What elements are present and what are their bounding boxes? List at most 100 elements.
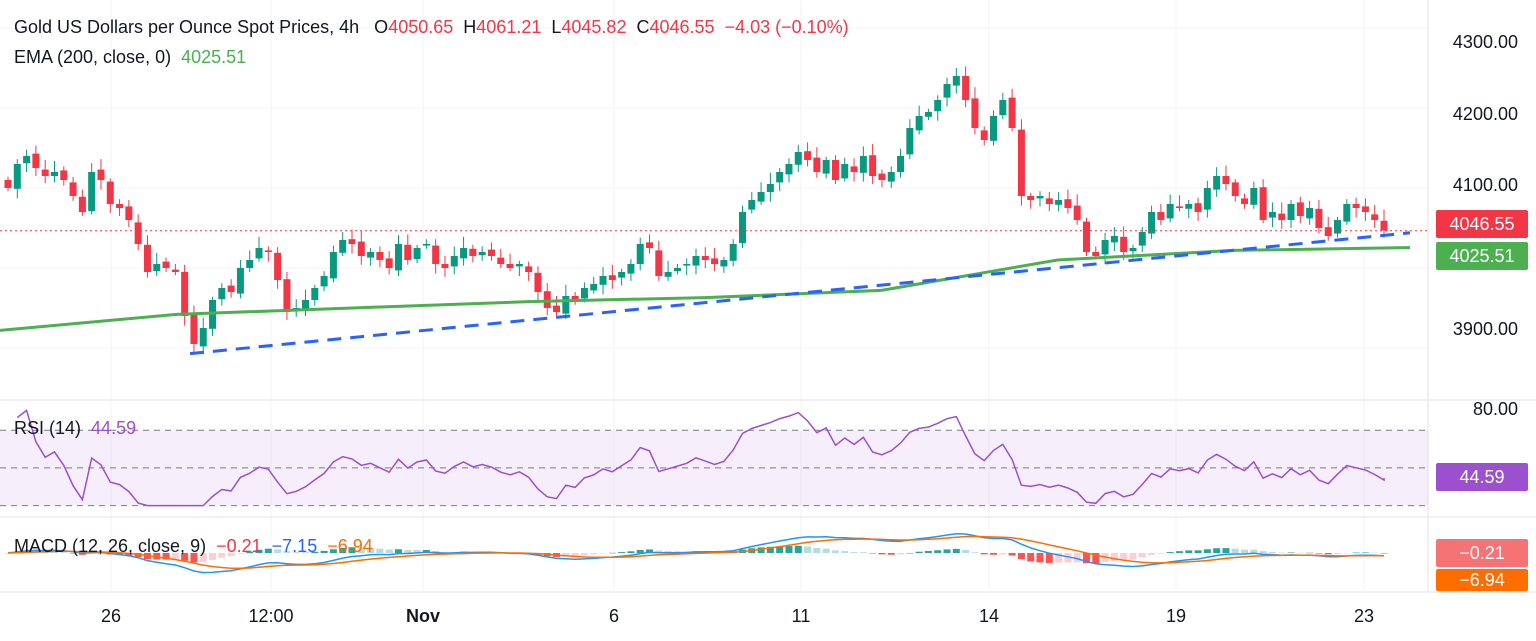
macd-histogram-bar <box>1008 553 1016 556</box>
macd-histogram-bar <box>320 550 328 553</box>
rsi-legend-label: RSI (14) <box>14 418 82 438</box>
candle-body <box>1371 214 1379 220</box>
candle-body <box>469 248 477 256</box>
macd-histogram-bar <box>776 546 784 553</box>
macd-histogram-bar <box>60 552 68 553</box>
macd-histogram-bar <box>1110 553 1118 561</box>
macd-histogram-bar <box>1185 550 1193 553</box>
candle-body <box>1268 212 1276 218</box>
macd-histogram-bar <box>162 553 170 560</box>
macd-histogram-bar <box>580 553 588 556</box>
candle-body <box>571 296 579 300</box>
candle-body <box>897 156 905 172</box>
candle-body <box>422 244 430 246</box>
candle-body <box>1017 129 1025 196</box>
candle-body <box>1101 240 1109 255</box>
candle-body <box>1073 205 1081 220</box>
candle-body <box>553 305 561 312</box>
macd-histogram-bar <box>980 553 988 555</box>
candle-body <box>720 260 728 267</box>
candle-body <box>1092 252 1100 256</box>
macd-histogram-bar <box>255 549 263 553</box>
price-axis-label-4300: 4300.00 <box>1452 32 1518 52</box>
candle-body <box>497 257 505 264</box>
time-label-nov: Nov <box>405 606 441 626</box>
macd-histogram-bar <box>264 548 272 553</box>
rsi-value-tag: 44.59 <box>1436 463 1528 491</box>
candle-body <box>255 248 263 259</box>
macd-histogram-bar <box>599 553 607 554</box>
macd-histogram-bar <box>367 547 375 553</box>
candle-body <box>618 272 626 278</box>
time-label-26: 26 <box>100 606 122 626</box>
macd-histogram-bar <box>990 553 998 555</box>
price-axis-label-4200: 4200.00 <box>1452 104 1518 124</box>
ema-legend: EMA (200, close, 0) 4025.51 <box>14 47 246 68</box>
macd-histogram-bar <box>227 553 235 557</box>
candle-body <box>757 192 765 202</box>
candle-body <box>1036 196 1044 199</box>
candle-body <box>664 272 672 277</box>
candle-body <box>924 112 932 117</box>
candle-body <box>580 288 588 299</box>
candle-body <box>1334 220 1342 234</box>
macd-histogram-bar <box>1120 553 1128 561</box>
candle-body <box>1222 176 1230 184</box>
rsi-axis-label-80: 80.00 <box>1472 399 1518 419</box>
macd-histogram-bar <box>887 553 895 555</box>
candle-body <box>1045 198 1053 204</box>
candle-body <box>1306 208 1314 219</box>
candle-body <box>60 170 68 180</box>
time-label-1200: 12:00 <box>248 606 294 626</box>
candle-body <box>1380 220 1388 231</box>
macd-histogram-bar <box>1231 548 1239 553</box>
macd-histogram-bar <box>906 552 914 554</box>
candle-body <box>1361 206 1369 212</box>
macd-histogram-bar <box>1315 553 1323 554</box>
candle-body <box>729 244 737 261</box>
candle-body <box>562 296 570 314</box>
candle-body <box>1027 196 1035 200</box>
candle-body <box>460 248 468 259</box>
candle-body <box>116 204 124 208</box>
macd-histogram-bar <box>608 552 616 554</box>
candle-body <box>887 172 895 182</box>
macd-histogram-bar <box>952 548 960 553</box>
candle-body <box>1148 212 1156 234</box>
macd-histogram-bar <box>1055 553 1063 563</box>
legend-close-value: 4046.55 <box>649 17 715 37</box>
candle-body <box>181 272 189 316</box>
macd-histogram-bar <box>1250 549 1258 553</box>
macd-histogram-bar <box>348 547 356 553</box>
candle-body <box>1008 97 1016 128</box>
macd-histogram-bar <box>1371 552 1379 554</box>
candle-body <box>1194 203 1202 212</box>
macd-histogram-bar <box>1148 553 1156 556</box>
candle-body <box>162 261 170 268</box>
price-legend: Gold US Dollars per Ounce Spot Prices, 4… <box>14 17 849 38</box>
macd-histogram-bar <box>869 553 877 554</box>
macd-histogram-bar <box>1157 553 1165 554</box>
macd-histogram-bar <box>915 551 923 553</box>
candle-body <box>990 116 998 141</box>
macd-histogram-bar <box>209 553 217 561</box>
candle-body <box>1250 188 1258 205</box>
candle-body <box>1278 213 1286 220</box>
candle-body <box>646 242 654 248</box>
macd-histogram-bar <box>1166 552 1174 553</box>
macd-histogram-bar <box>190 553 198 563</box>
candle-body <box>683 264 691 266</box>
macd-histogram-bar <box>1092 553 1100 564</box>
candle-body <box>952 76 960 86</box>
candle-body <box>943 84 951 98</box>
candle-body <box>302 300 310 310</box>
candle-body <box>1166 204 1174 219</box>
macd-histogram-bar <box>413 549 421 553</box>
candle-body <box>1287 204 1295 220</box>
macd-histogram-bar <box>88 553 96 554</box>
candle-body <box>999 100 1007 116</box>
macd-histogram-bar <box>1175 551 1183 553</box>
candle-body <box>525 266 533 272</box>
macd-histogram-bar <box>302 552 310 553</box>
candle-body <box>1343 204 1351 222</box>
